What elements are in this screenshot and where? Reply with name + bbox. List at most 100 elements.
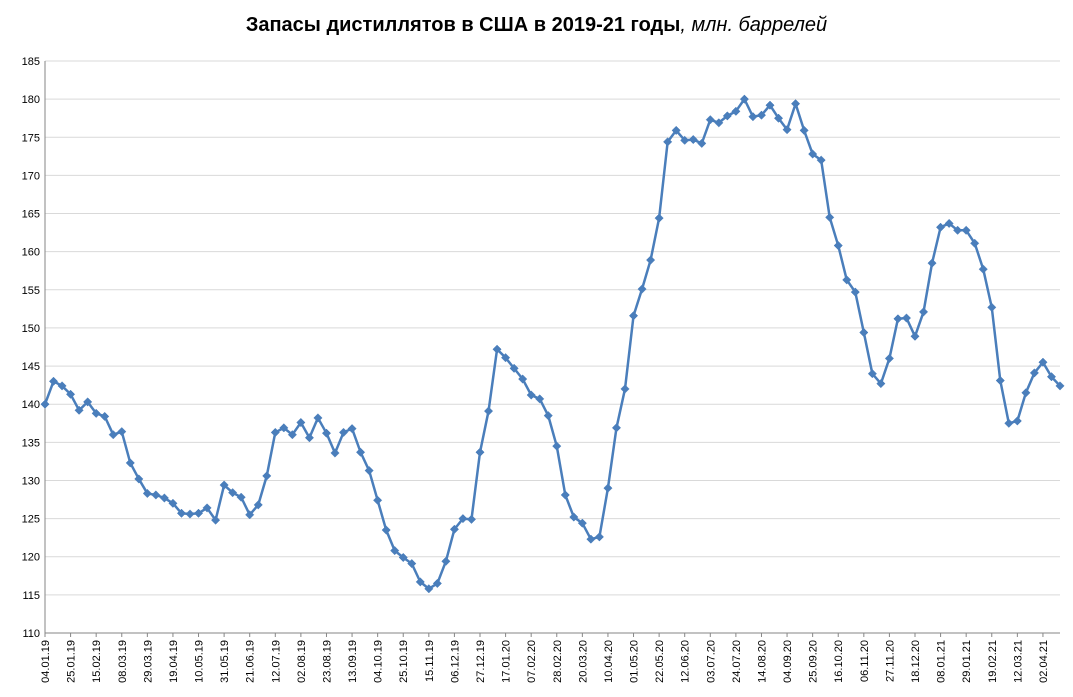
x-tick-label: 18.12.20 <box>910 640 922 683</box>
data-point <box>663 137 673 147</box>
data-point <box>918 307 929 317</box>
data-point <box>1004 418 1014 428</box>
x-tick-label: 02.08.19 <box>296 640 308 683</box>
data-point <box>287 430 297 440</box>
x-tick-label: 08.01.21 <box>936 640 948 683</box>
data-point <box>569 512 579 522</box>
x-tick-label: 20.03.20 <box>577 640 589 683</box>
data-point <box>185 509 195 519</box>
data-point <box>876 379 886 389</box>
data-point <box>40 399 50 409</box>
y-tick-label: 175 <box>22 132 40 144</box>
data-point <box>867 369 877 379</box>
data-point <box>808 149 818 159</box>
x-tick-label: 23.08.19 <box>321 640 333 683</box>
data-point <box>987 302 997 312</box>
x-tick-label: 27.12.19 <box>475 640 487 683</box>
data-point <box>458 514 468 524</box>
data-point <box>91 408 101 418</box>
x-tick-label: 13.09.19 <box>347 640 359 683</box>
data-point <box>202 503 212 513</box>
data-point <box>748 112 758 122</box>
data-point <box>415 577 425 587</box>
x-tick-label: 15.02.19 <box>91 640 103 683</box>
x-tick-label: 16.10.20 <box>833 640 845 683</box>
data-point <box>142 488 152 498</box>
y-tick-label: 130 <box>22 475 40 487</box>
data-point <box>782 125 792 135</box>
data-point <box>117 427 127 437</box>
data-point <box>628 311 639 321</box>
data-point <box>910 331 920 341</box>
data-point <box>66 389 76 399</box>
x-tick-label: 04.10.19 <box>373 640 385 683</box>
y-tick-label: 160 <box>22 247 40 259</box>
data-point <box>722 111 732 121</box>
y-tick-label: 165 <box>22 209 40 221</box>
x-tick-label: 17.01.20 <box>501 640 513 683</box>
x-tick-label: 12.03.21 <box>1012 640 1024 683</box>
data-point <box>756 110 767 120</box>
data-point <box>739 94 749 104</box>
data-point <box>1046 372 1057 382</box>
data-point <box>83 397 93 407</box>
data-point <box>850 287 860 297</box>
y-tick-label: 145 <box>22 361 40 373</box>
data-point <box>731 106 741 116</box>
x-tick-label: 06.12.19 <box>449 640 461 683</box>
data-point <box>373 495 383 505</box>
data-point <box>927 258 937 268</box>
data-point <box>330 448 340 458</box>
data-point <box>1029 368 1039 378</box>
chart-title-main: Запасы дистиллятов в США в 2019-21 годы <box>245 14 681 36</box>
data-point <box>296 417 306 428</box>
data-point <box>1012 416 1022 426</box>
x-tick-label: 28.02.20 <box>552 640 564 683</box>
data-point <box>228 488 238 498</box>
data-point <box>637 284 647 294</box>
data-point <box>765 100 775 110</box>
x-tick-label: 10.04.20 <box>603 640 615 683</box>
x-tick-label: 12.07.19 <box>270 640 282 683</box>
data-point <box>509 363 519 373</box>
data-point <box>304 433 314 443</box>
x-tick-label: 06.11.20 <box>859 640 871 682</box>
data-point <box>705 115 715 125</box>
x-tick-label: 25.10.19 <box>398 640 410 683</box>
data-point <box>193 508 204 518</box>
data-point <box>577 518 587 528</box>
data-point <box>407 559 417 569</box>
x-tick-label: 04.01.19 <box>40 640 52 683</box>
data-point <box>953 225 963 235</box>
data-point <box>714 118 724 128</box>
data-point <box>381 525 391 535</box>
data-point <box>1021 388 1031 398</box>
data-point <box>773 113 784 123</box>
x-tick-label: 31.05.19 <box>219 640 231 683</box>
data-point <box>552 441 562 451</box>
x-tick-label: 10.05.19 <box>194 640 206 683</box>
data-point <box>108 430 118 440</box>
data-point <box>279 423 289 433</box>
data-point <box>321 428 332 438</box>
data-point <box>475 447 485 457</box>
x-tick-label: 01.05.20 <box>629 640 641 683</box>
x-tick-label: 29.03.19 <box>142 640 154 683</box>
data-point <box>697 138 707 148</box>
data-point <box>978 264 988 274</box>
markers <box>40 94 1065 594</box>
y-tick-label: 170 <box>22 170 40 182</box>
data-point <box>1055 381 1065 391</box>
data-point <box>671 125 681 135</box>
data-point <box>100 411 110 421</box>
data-point <box>159 493 169 503</box>
gridlines <box>45 60 1060 596</box>
data-point <box>270 427 280 437</box>
data-point <box>449 524 459 534</box>
x-tick-label: 27.11.20 <box>884 640 896 682</box>
y-tick-label: 150 <box>22 323 40 335</box>
x-tick-label: 03.07.20 <box>705 640 717 683</box>
x-tick-label: 15.11.19 <box>424 640 436 682</box>
data-point <box>961 225 971 235</box>
